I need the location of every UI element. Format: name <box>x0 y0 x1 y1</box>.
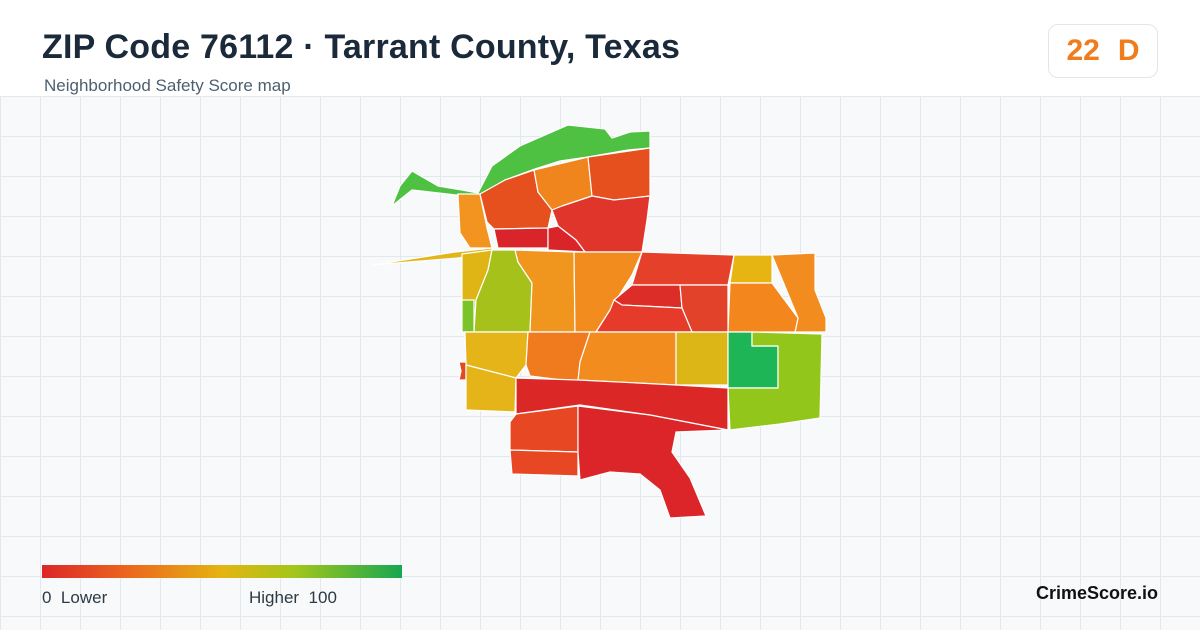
score-badge: 22 D <box>1048 24 1158 78</box>
page-subtitle: Neighborhood Safety Score map <box>44 76 291 95</box>
score-value: 22 <box>1066 34 1100 67</box>
legend-low: 0 Lower <box>42 588 107 608</box>
legend-high-value: 100 <box>308 588 337 607</box>
map-region-m5[interactable] <box>631 251 735 286</box>
map-region-n7[interactable] <box>547 225 586 253</box>
brand-logo-text[interactable]: CrimeScore.io <box>1035 583 1158 603</box>
map-region-l1[interactable] <box>464 331 529 379</box>
legend-gradient-bar <box>42 565 402 578</box>
map-region-m11[interactable] <box>727 282 799 333</box>
map-region-s3[interactable] <box>509 405 579 453</box>
map-region-l3[interactable] <box>577 331 677 386</box>
map-region-n4[interactable] <box>587 147 651 201</box>
legend-low-value: 0 <box>42 588 52 607</box>
header: ZIP Code 76112 · Tarrant County, Texas N… <box>0 0 1200 96</box>
page-title: ZIP Code 76112 · Tarrant County, Texas <box>42 28 681 66</box>
map-region-m9[interactable] <box>729 254 773 284</box>
map-region-s4[interactable] <box>509 449 579 477</box>
map-region-l4[interactable] <box>675 331 729 386</box>
map-region-s1[interactable] <box>465 364 517 413</box>
legend-high: Higher 100 <box>249 588 337 608</box>
map-region-n6[interactable] <box>493 227 549 249</box>
map-region-w-dot[interactable] <box>458 361 467 381</box>
legend-high-label: Higher <box>249 588 300 607</box>
legend-low-label: Lower <box>60 588 108 607</box>
map-region-s5[interactable] <box>577 405 729 519</box>
map-region-l6[interactable] <box>727 331 823 431</box>
map-region-west-sliver[interactable] <box>461 299 475 333</box>
score-grade: D <box>1117 34 1140 67</box>
